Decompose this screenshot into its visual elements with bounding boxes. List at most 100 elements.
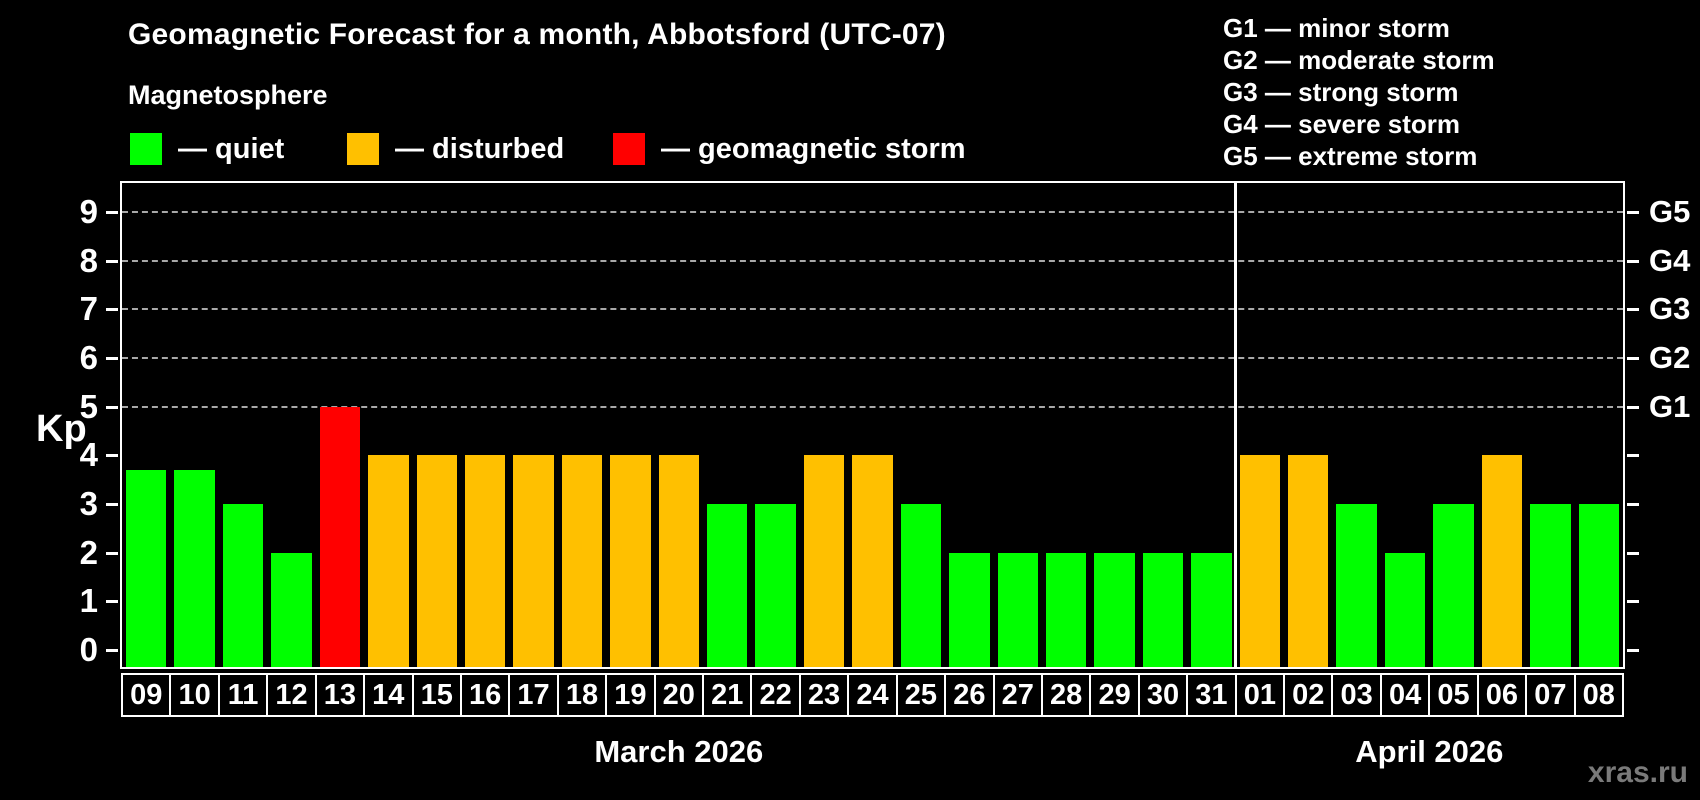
right-axis-tick <box>1627 211 1639 215</box>
day-label: 08 <box>1573 673 1624 717</box>
legend-item-quiet: — quiet <box>130 132 284 166</box>
legend-item-disturbed: — disturbed <box>347 132 564 166</box>
day-label: 01 <box>1234 673 1286 717</box>
y-axis-tick <box>106 308 118 312</box>
bar-day-11 <box>222 504 264 667</box>
legend-item-label: — geomagnetic storm <box>661 132 966 165</box>
day-label: 21 <box>702 673 753 717</box>
y-axis-tick <box>106 503 118 507</box>
day-label: 17 <box>508 673 559 717</box>
bar-day-08 <box>1578 504 1619 667</box>
grid-line-kp5 <box>122 405 1623 408</box>
y-tick-label: 4 <box>79 436 98 474</box>
legend-item-label: — disturbed <box>395 132 565 165</box>
y-tick-label: 9 <box>79 193 98 231</box>
day-label: 30 <box>1137 673 1189 717</box>
bar-day-19 <box>610 455 651 667</box>
day-label: 02 <box>1283 673 1334 717</box>
day-label: 10 <box>169 673 220 717</box>
g-legend-line: G1 — minor storm <box>1223 13 1450 43</box>
bar-day-30 <box>1142 552 1184 667</box>
y-axis-tick <box>106 454 118 458</box>
chart-title: Geomagnetic Forecast for a month, Abbots… <box>128 18 946 51</box>
day-label: 19 <box>605 673 656 717</box>
bar-day-23 <box>803 455 845 667</box>
grid-line-kp8 <box>122 259 1623 262</box>
day-label: 29 <box>1089 673 1140 717</box>
right-axis-tick <box>1627 551 1639 555</box>
bar-day-15 <box>416 455 457 667</box>
legend-item-label: — quiet <box>178 132 285 165</box>
bar-day-12 <box>271 552 312 667</box>
day-label: 04 <box>1379 673 1431 717</box>
plot-area <box>120 181 1625 669</box>
day-label: 12 <box>266 673 317 717</box>
bar-day-21 <box>707 504 748 667</box>
bar-day-16 <box>464 455 506 667</box>
day-label: 06 <box>1476 673 1528 717</box>
bar-day-06 <box>1481 455 1523 667</box>
day-label: 13 <box>314 673 366 717</box>
bar-day-20 <box>658 455 700 667</box>
day-label: 09 <box>121 673 172 717</box>
day-label: 31 <box>1186 673 1237 717</box>
day-label: 26 <box>944 673 995 717</box>
bar-day-09 <box>126 469 167 667</box>
bar-day-29 <box>1094 552 1135 667</box>
g-scale-label-G1: G1 <box>1649 388 1691 424</box>
g-scale-label-G3: G3 <box>1649 291 1691 327</box>
bar-day-25 <box>900 504 942 667</box>
day-label: 18 <box>556 673 608 717</box>
y-axis-tick <box>106 600 118 604</box>
storm-swatch-icon <box>613 133 645 165</box>
right-axis-tick <box>1627 503 1639 507</box>
right-axis-tick <box>1627 405 1639 409</box>
y-axis-title: Kp <box>36 408 87 450</box>
quiet-swatch-icon <box>130 133 162 165</box>
bar-day-07 <box>1530 504 1571 667</box>
month-label: March 2026 <box>594 734 764 769</box>
day-label: 03 <box>1331 673 1382 717</box>
day-label: 15 <box>411 673 462 717</box>
g-legend-line: G4 — severe storm <box>1223 109 1461 139</box>
right-axis-tick <box>1627 308 1639 312</box>
bar-day-02 <box>1288 455 1329 667</box>
grid-line-kp6 <box>122 357 1623 360</box>
bar-day-26 <box>949 552 990 667</box>
right-axis-tick <box>1627 600 1639 604</box>
y-tick-label: 0 <box>79 630 98 668</box>
day-label: 16 <box>459 673 511 717</box>
bar-day-05 <box>1433 504 1474 667</box>
y-axis-tick <box>106 211 118 215</box>
bar-day-22 <box>755 504 796 667</box>
day-label: 28 <box>1040 673 1092 717</box>
bar-day-28 <box>1045 552 1087 667</box>
bar-day-14 <box>368 455 409 667</box>
right-axis-tick <box>1627 648 1639 652</box>
g-legend-line: G2 — moderate storm <box>1223 45 1495 75</box>
day-label: 24 <box>847 673 898 717</box>
g-scale-label-G4: G4 <box>1649 242 1691 278</box>
y-axis-tick <box>106 648 118 652</box>
watermark: xras.ru <box>1587 756 1688 789</box>
day-label: 07 <box>1525 673 1576 717</box>
bar-day-04 <box>1384 552 1426 667</box>
bar-day-24 <box>852 455 893 667</box>
day-label: 23 <box>798 673 850 717</box>
g-scale-label-G2: G2 <box>1649 340 1691 376</box>
bar-day-31 <box>1191 552 1232 667</box>
grid-line-kp7 <box>122 308 1623 311</box>
right-axis-tick <box>1627 259 1639 263</box>
y-tick-label: 6 <box>79 339 98 377</box>
y-tick-label: 5 <box>79 387 98 425</box>
g-legend-line: G3 — strong storm <box>1223 77 1459 107</box>
y-axis-tick <box>106 259 118 263</box>
y-tick-label: 7 <box>79 290 98 328</box>
y-tick-label: 3 <box>79 485 98 523</box>
month-label: April 2026 <box>1355 734 1504 769</box>
g-legend-line: G5 — extreme storm <box>1223 141 1478 171</box>
right-axis-tick <box>1627 454 1639 458</box>
bar-day-13 <box>319 406 361 667</box>
y-tick-label: 2 <box>79 533 98 571</box>
